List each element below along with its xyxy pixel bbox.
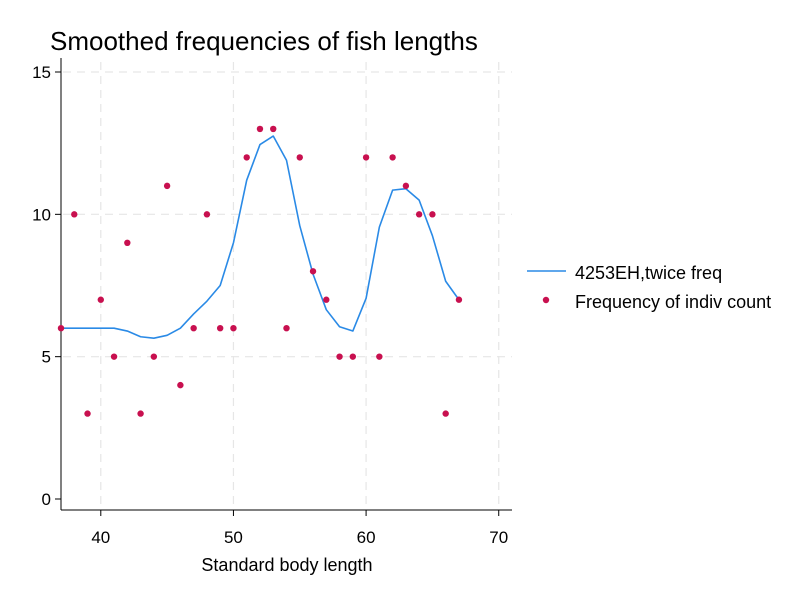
x-ticks: 40 50 60 70: [91, 510, 508, 547]
frequency-point: [442, 410, 449, 417]
frequency-point: [455, 296, 463, 303]
frequency-point: [296, 154, 303, 161]
y-tick-label-0: 0: [42, 490, 51, 509]
y-tick-label-10: 10: [32, 205, 51, 224]
frequency-point: [216, 325, 224, 332]
frequency-point: [362, 154, 370, 161]
frequency-point: [84, 410, 91, 417]
frequency-point: [429, 211, 436, 218]
frequency-point: [190, 325, 197, 332]
frequency-point: [71, 211, 78, 218]
x-tick-label-60: 60: [357, 528, 376, 547]
x-tick-label-40: 40: [91, 528, 110, 547]
frequency-point: [137, 410, 144, 417]
frequency-point: [415, 211, 423, 218]
x-tick-label-50: 50: [224, 528, 243, 547]
y-ticks: 0 5 10 15: [32, 63, 61, 509]
series-layer: [57, 125, 463, 417]
legend-line-label: 4253EH,twice freq: [575, 263, 722, 283]
frequency-point: [97, 296, 104, 303]
frequency-point: [110, 353, 118, 360]
frequency-point: [389, 154, 396, 161]
plot-area: 0 5 10 15 40 50 60 70: [32, 58, 512, 547]
frequency-point: [309, 268, 317, 275]
frequency-point: [336, 353, 343, 360]
legend-dot-swatch: [542, 296, 550, 304]
frequency-point: [349, 353, 357, 360]
frequency-point: [243, 154, 250, 161]
x-tick-label-70: 70: [489, 528, 508, 547]
frequency-point: [230, 325, 237, 332]
smoothed-frequency-line: [60, 135, 460, 339]
frequency-point: [256, 125, 264, 133]
chart-title: Smoothed frequencies of fish lengths: [50, 26, 478, 56]
frequency-point: [376, 353, 383, 360]
legend: 4253EH,twice freq Frequency of indiv cou…: [527, 263, 771, 312]
y-tick-label-5: 5: [42, 348, 51, 367]
frequency-point: [163, 182, 171, 190]
frequency-point: [203, 211, 211, 218]
y-tick-label-15: 15: [32, 63, 51, 82]
frequency-point: [124, 239, 131, 246]
frequency-point: [177, 381, 184, 389]
legend-dot-label: Frequency of indiv count: [575, 292, 771, 312]
frequency-point: [402, 182, 410, 190]
frequency-point: [270, 125, 277, 133]
frequency-point: [323, 296, 330, 303]
frequency-point: [57, 325, 65, 332]
frequency-point: [283, 325, 290, 332]
grid-lines: [63, 62, 512, 508]
frequency-point: [150, 353, 158, 360]
x-axis-title: Standard body length: [201, 555, 372, 575]
